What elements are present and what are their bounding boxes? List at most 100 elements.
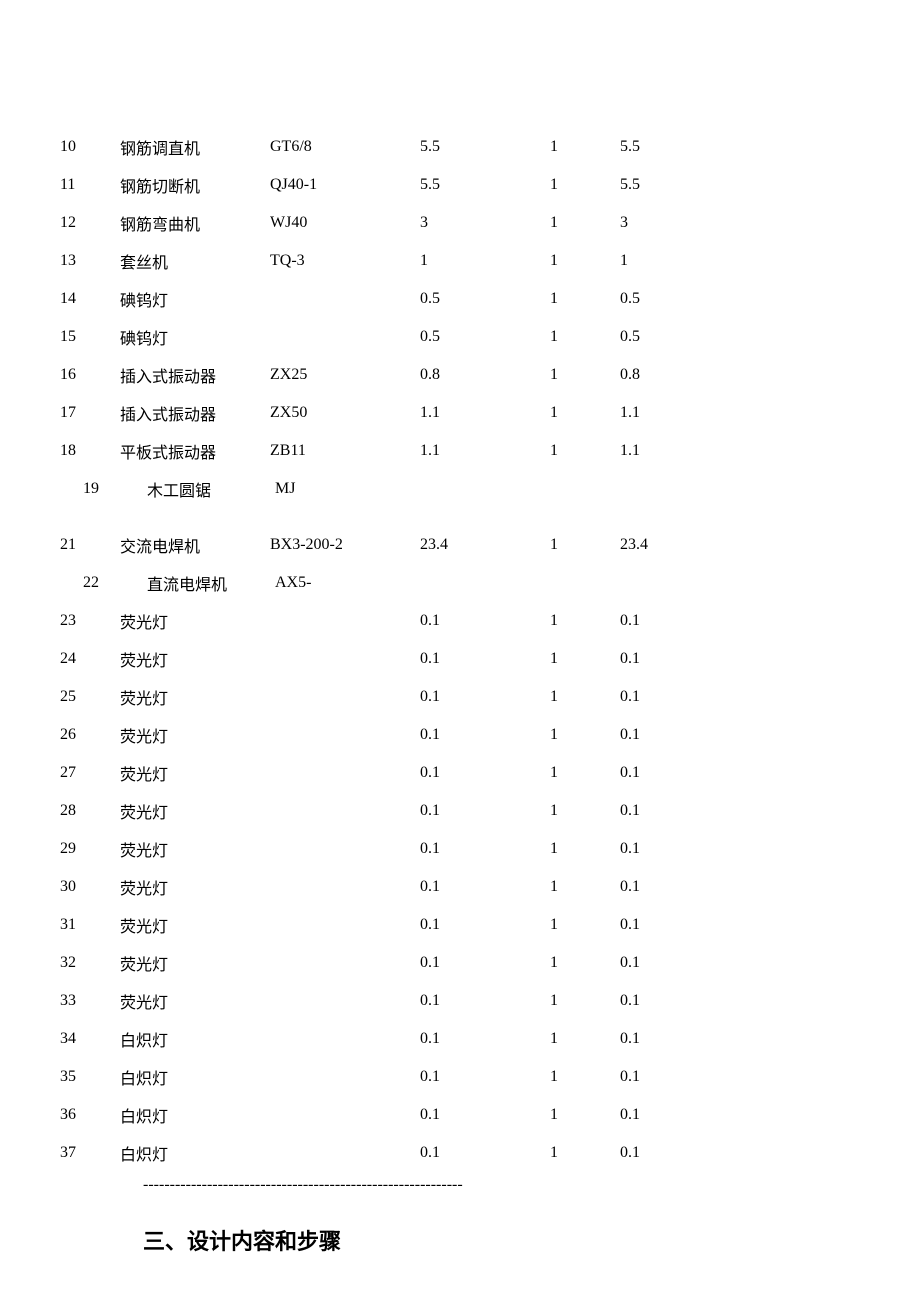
cell-num: 30: [0, 878, 120, 896]
cell-qty: 1: [550, 954, 620, 972]
cell-num: 28: [0, 802, 120, 820]
table-row: 36白炽灯0.110.1: [0, 1096, 920, 1134]
cell-qty: 1: [550, 840, 620, 858]
cell-num: 21: [0, 536, 120, 554]
cell-model: ZB11: [270, 442, 420, 460]
cell-total: 5.5: [620, 176, 700, 194]
cell-name: 荧光灯: [120, 951, 270, 975]
cell-total: 0.1: [620, 992, 700, 1010]
table-row: 17插入式振动器ZX501.111.1: [0, 394, 920, 432]
cell-num: 14: [0, 290, 120, 308]
cell-power: 23.4: [420, 536, 550, 554]
cell-name: 白炽灯: [120, 1103, 270, 1127]
cell-power: 1: [420, 252, 550, 270]
table-row: 18平板式振动器ZB111.111.1: [0, 432, 920, 470]
cell-total: 1.1: [620, 404, 700, 422]
cell-total: 1.1: [620, 442, 700, 460]
cell-qty: 1: [550, 138, 620, 156]
cell-num: 25: [0, 688, 120, 706]
table-row: 34白炽灯0.110.1: [0, 1020, 920, 1058]
table-row: 23荧光灯0.110.1: [0, 602, 920, 640]
cell-name: 荧光灯: [120, 837, 270, 861]
cell-num: 31: [0, 916, 120, 934]
cell-num: 36: [0, 1106, 120, 1124]
table-row: 14碘钨灯0.510.5: [0, 280, 920, 318]
cell-num: 10: [0, 138, 120, 156]
cell-qty: 1: [550, 366, 620, 384]
cell-total: 0.1: [620, 1144, 700, 1162]
cell-qty: 1: [550, 1144, 620, 1162]
cell-qty: 1: [550, 328, 620, 346]
cell-name: 碘钨灯: [120, 325, 270, 349]
cell-power: 0.1: [420, 1068, 550, 1086]
cell-qty: 1: [550, 290, 620, 308]
cell-qty: 1: [550, 252, 620, 270]
cell-power: 0.5: [420, 328, 550, 346]
table-row: 16插入式振动器ZX250.810.8: [0, 356, 920, 394]
cell-total: 0.1: [620, 1030, 700, 1048]
cell-model: WJ40: [270, 214, 420, 232]
cell-qty: 1: [550, 1068, 620, 1086]
cell-num: 24: [0, 650, 120, 668]
cell-model: ZX50: [270, 404, 420, 422]
section-heading: 三、设计内容和步骤: [143, 1224, 920, 1256]
cell-name: 插入式振动器: [120, 401, 270, 425]
cell-model: AX5-: [275, 574, 375, 592]
cell-num: 15: [0, 328, 120, 346]
cell-model: ZX25: [270, 366, 420, 384]
table-row: 28荧光灯0.110.1: [0, 792, 920, 830]
table-row: 27荧光灯0.110.1: [0, 754, 920, 792]
cell-power: 0.1: [420, 840, 550, 858]
cell-qty: 1: [550, 802, 620, 820]
cell-num: 16: [0, 366, 120, 384]
table-row: 15碘钨灯 0.510.5: [0, 318, 920, 356]
cell-power: 0.1: [420, 1106, 550, 1124]
cell-power: 0.5: [420, 290, 550, 308]
separator-line: ----------------------------------------…: [143, 1176, 920, 1194]
cell-total: 0.1: [620, 840, 700, 858]
cell-num: 33: [0, 992, 120, 1010]
cell-power: 0.1: [420, 612, 550, 630]
cell-qty: 1: [550, 1030, 620, 1048]
cell-total: 0.1: [620, 1106, 700, 1124]
table-row: 33荧光灯0.110.1: [0, 982, 920, 1020]
cell-qty: 1: [550, 404, 620, 422]
table-row: 30荧光灯0.110.1: [0, 868, 920, 906]
cell-name: 荧光灯: [120, 913, 270, 937]
table-row: 10钢筋调直机GT6/85.515.5: [0, 128, 920, 166]
cell-name: 钢筋切断机: [120, 173, 270, 197]
cell-name: 木工圆锯: [147, 477, 275, 501]
cell-qty: 1: [550, 916, 620, 934]
cell-name: 白炽灯: [120, 1027, 270, 1051]
cell-total: 1: [620, 252, 700, 270]
table-row: 11钢筋切断机QJ40-15.515.5: [0, 166, 920, 204]
table-row: 19木工圆锯MJ: [0, 470, 920, 508]
equipment-table: 10钢筋调直机GT6/85.515.511钢筋切断机QJ40-15.515.51…: [0, 128, 920, 1172]
cell-num: 37: [0, 1144, 120, 1162]
cell-num: 34: [0, 1030, 120, 1048]
cell-num: 29: [0, 840, 120, 858]
cell-qty: 1: [550, 176, 620, 194]
cell-total: 0.1: [620, 764, 700, 782]
cell-name: 直流电焊机: [147, 571, 275, 595]
cell-power: 5.5: [420, 138, 550, 156]
cell-qty: 1: [550, 650, 620, 668]
cell-qty: 1: [550, 992, 620, 1010]
cell-total: 0.1: [620, 612, 700, 630]
cell-name: 白炽灯: [120, 1065, 270, 1089]
cell-power: 0.1: [420, 764, 550, 782]
cell-num: 22: [83, 574, 147, 592]
table-row: 31荧光灯0.110.1: [0, 906, 920, 944]
cell-total: 0.5: [620, 328, 700, 346]
cell-power: 0.1: [420, 954, 550, 972]
cell-name: 荧光灯: [120, 609, 270, 633]
cell-num: 13: [0, 252, 120, 270]
table-row: 37白炽灯0.110.1: [0, 1134, 920, 1172]
table-row: 26荧光灯0.110.1: [0, 716, 920, 754]
cell-power: 1.1: [420, 442, 550, 460]
cell-total: 0.1: [620, 954, 700, 972]
cell-model: QJ40-1: [270, 176, 420, 194]
cell-name: 荧光灯: [120, 989, 270, 1013]
cell-total: 0.1: [620, 688, 700, 706]
cell-qty: 1: [550, 764, 620, 782]
